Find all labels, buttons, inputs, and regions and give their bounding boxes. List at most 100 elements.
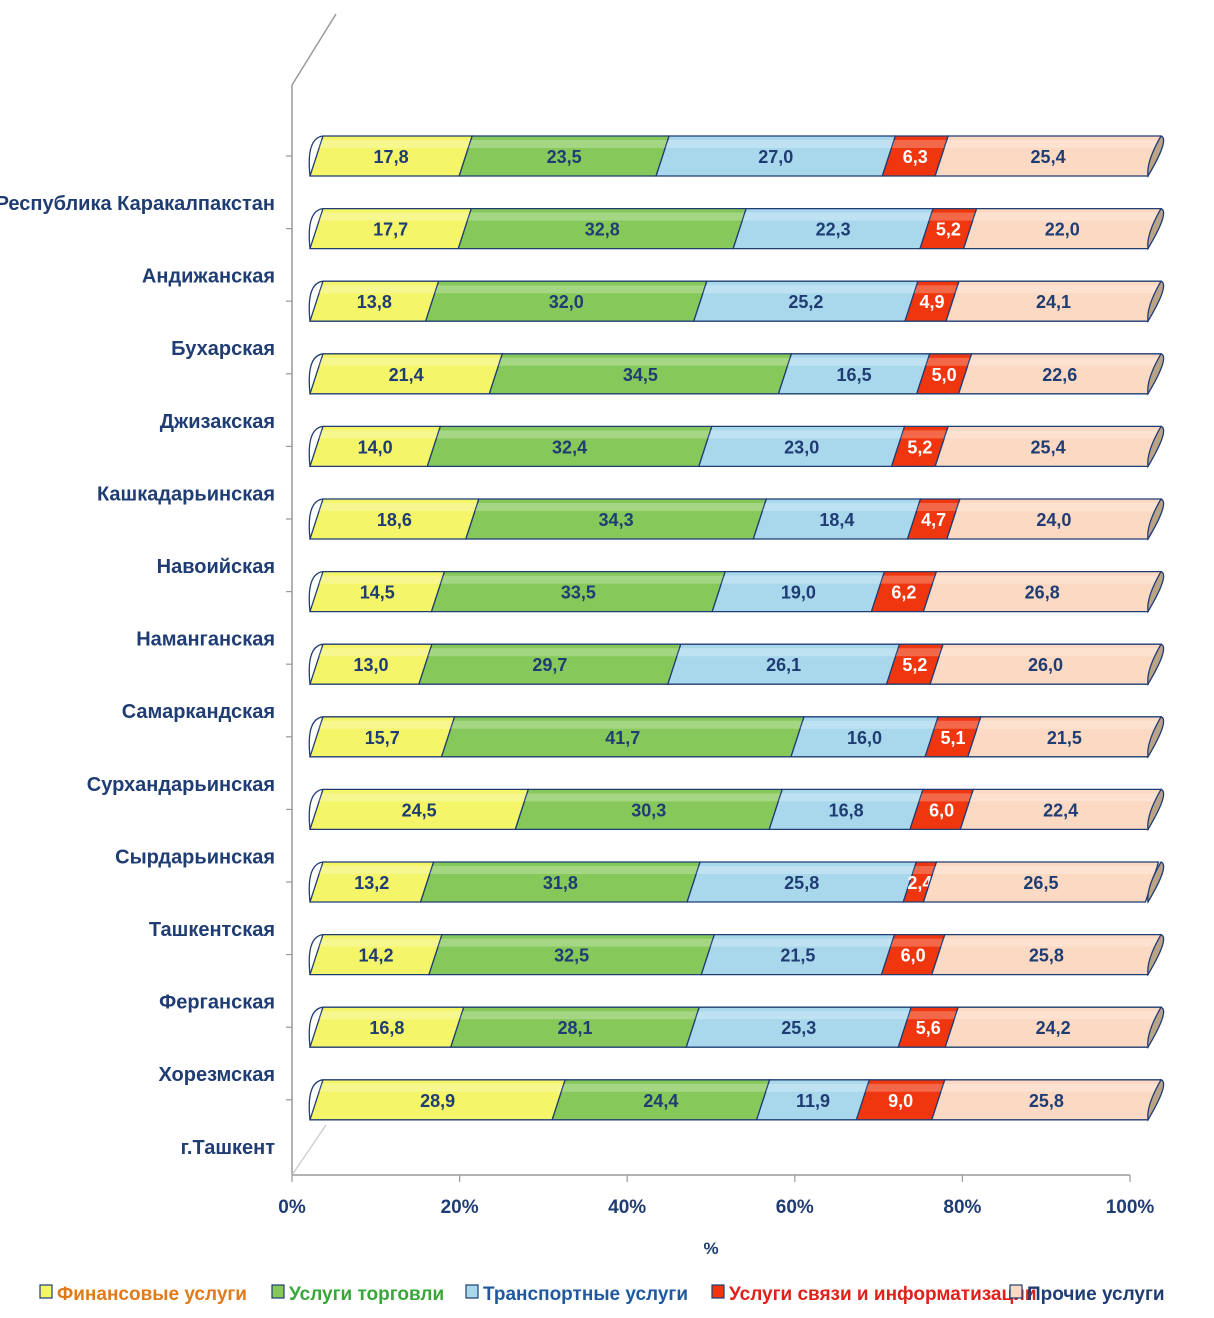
data-label: 22,6 — [1042, 365, 1077, 385]
data-label: 4,7 — [921, 510, 946, 530]
data-label: 30,3 — [631, 800, 666, 820]
bar-end-cap — [1147, 207, 1165, 251]
data-label: 15,7 — [365, 728, 400, 748]
bar-segment-highlight — [976, 720, 1160, 729]
bar-segment-highlight — [437, 938, 714, 947]
bar-segment-highlight — [762, 503, 920, 511]
legend-swatch — [1009, 1284, 1023, 1299]
bar-group: 15,7 41,7 16,0 5,1 21,5 — [308, 716, 1165, 759]
bar-segment-highlight — [319, 285, 438, 294]
bar-segment-highlight — [561, 1083, 769, 1092]
data-label: 24,0 — [1036, 510, 1071, 530]
category-label: Бухарская — [171, 338, 275, 360]
data-label: 24,1 — [1036, 292, 1071, 312]
data-label: 16,0 — [847, 728, 882, 748]
bar-left-cap — [308, 933, 324, 975]
bar-segment-highlight — [890, 938, 944, 947]
data-label: 31,8 — [543, 873, 578, 893]
data-label: 24,4 — [643, 1091, 678, 1111]
bar-left-cap — [308, 425, 324, 467]
x-tick-label: 80% — [943, 1197, 981, 1218]
bar-segment-highlight — [940, 938, 1160, 947]
bar-segment-highlight — [955, 285, 1160, 294]
category-label: г.Ташкент — [181, 1137, 276, 1159]
bar-left-cap — [308, 207, 324, 249]
data-label: 18,4 — [819, 510, 854, 530]
data-label: 26,8 — [1025, 583, 1060, 603]
data-label: 26,5 — [1023, 873, 1058, 893]
category-label: Самаркандская — [122, 701, 275, 723]
floor-depth-line — [291, 1124, 327, 1176]
bar-segment-highlight — [891, 140, 948, 148]
bar-group: 14,2 32,5 21,5 6,0 25,8 — [308, 933, 1165, 977]
legend-swatch — [271, 1284, 285, 1299]
bar-end-cap — [1147, 353, 1165, 396]
bar-group: 14,0 32,4 23,0 5,2 25,4 — [308, 425, 1165, 469]
bar-segment-highlight — [319, 575, 444, 584]
bar-end-cap — [1147, 933, 1165, 977]
data-label: 23,0 — [784, 437, 819, 457]
data-label: 16,5 — [837, 365, 872, 385]
data-label: 24,5 — [402, 800, 437, 820]
data-label: 13,0 — [353, 655, 388, 675]
bar-group: 13,8 32,0 25,2 4,9 24,1 — [308, 280, 1165, 324]
bar-segment-highlight — [865, 1083, 944, 1092]
data-label: 27,0 — [758, 147, 793, 167]
category-label: Ташкентская — [149, 919, 275, 941]
bar-segment-highlight — [944, 140, 1160, 148]
bar-segment — [922, 861, 1160, 903]
data-label: 21,4 — [389, 365, 424, 385]
data-label: 28,1 — [557, 1018, 592, 1038]
data-label: 18,6 — [377, 510, 412, 530]
data-label: 9,0 — [888, 1091, 913, 1111]
data-label: 19,0 — [781, 583, 816, 603]
data-label: 25,4 — [1031, 147, 1066, 167]
data-label: 26,0 — [1028, 655, 1063, 675]
bar-segment-highlight — [929, 212, 976, 221]
data-label: 24,2 — [1036, 1018, 1071, 1038]
data-label: 5,2 — [907, 437, 932, 457]
data-label: 25,3 — [781, 1018, 816, 1038]
data-label: 16,8 — [369, 1018, 404, 1038]
bar-segment-highlight — [707, 430, 904, 439]
data-label: 32,8 — [585, 220, 620, 240]
bar-segment-highlight — [319, 1083, 565, 1092]
bar-segment-highlight — [676, 648, 899, 657]
category-label: Джизакская — [160, 411, 275, 433]
bar-segment-highlight — [800, 720, 938, 729]
bar-segment-highlight — [925, 357, 971, 366]
bar-end-cap — [1147, 643, 1165, 687]
bar-segment-highlight — [319, 357, 502, 366]
bar-group: 16,8 28,1 25,3 5,6 24,2 — [308, 1006, 1165, 1050]
legend-label: Прочие услуги — [1027, 1284, 1165, 1305]
bar-segment-highlight — [319, 938, 441, 947]
bar-segment-highlight — [467, 212, 746, 221]
bar-segment-highlight — [702, 285, 917, 294]
bar-end-cap — [1147, 135, 1165, 178]
bar-group: 21,4 34,5 16,5 5,0 22,6 — [308, 353, 1165, 396]
data-label: 6,3 — [903, 147, 928, 167]
bar-segment-highlight — [319, 503, 478, 511]
bar-left-cap — [308, 1006, 324, 1048]
category-label: Кашкадарьинская — [97, 483, 275, 505]
bar-segment-highlight — [787, 357, 929, 366]
bar-end-cap — [1147, 788, 1165, 832]
data-label: 25,2 — [788, 292, 823, 312]
data-label: 14,0 — [358, 437, 393, 457]
bar-segment-highlight — [895, 648, 943, 657]
bar-segment-highlight — [913, 285, 959, 294]
bar-group: 13,0 29,7 26,1 5,2 26,0 — [308, 643, 1165, 687]
data-label: 33,5 — [561, 583, 596, 603]
category-label: Навоийская — [157, 556, 275, 578]
bar-segment-highlight — [721, 575, 884, 584]
data-label: 14,2 — [358, 946, 393, 966]
bar-segment-highlight — [932, 866, 1158, 874]
data-label: 5,0 — [932, 365, 957, 385]
bar-segment-highlight — [778, 793, 923, 802]
data-label: 25,8 — [1029, 1091, 1064, 1111]
bar-end-cap — [1147, 498, 1165, 541]
data-label: 22,4 — [1043, 800, 1078, 820]
bar-segment-highlight — [319, 720, 454, 729]
bar-segment-highlight — [450, 720, 804, 729]
